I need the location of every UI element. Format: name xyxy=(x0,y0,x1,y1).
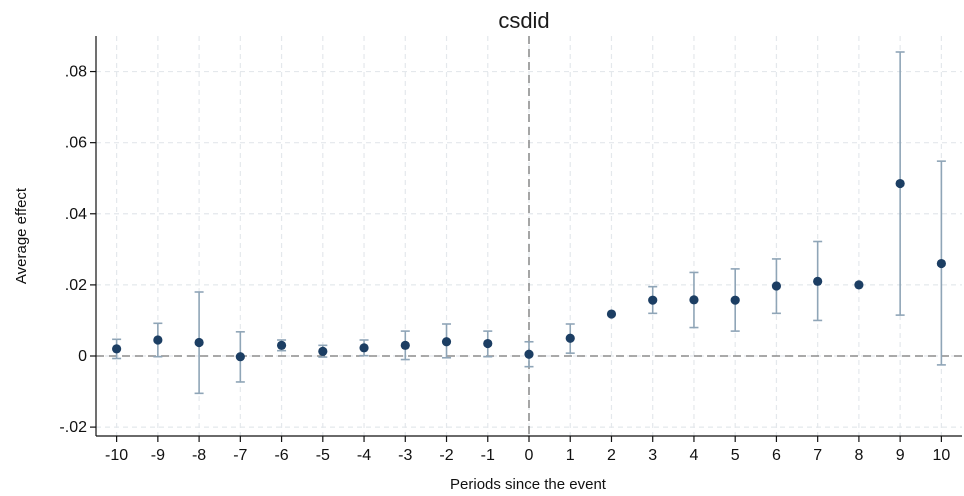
x-tick-label: -6 xyxy=(274,447,288,464)
data-point xyxy=(359,343,369,353)
x-tick-label: -9 xyxy=(151,447,165,464)
x-tick-label: -4 xyxy=(357,447,371,464)
x-tick-label: -10 xyxy=(105,447,128,464)
y-tick-label: -.02 xyxy=(59,419,87,436)
axes: -10 -9 -8 -7 -6 -5 -4 -3 -2 -1 0 1 2 3 4 5 6 7 8 9 10-.020.0… xyxy=(59,36,962,464)
chart-title: csdid xyxy=(498,8,549,33)
y-tick-label: .04 xyxy=(65,206,87,223)
x-tick-label: 2 xyxy=(607,447,616,464)
data-point xyxy=(235,352,245,362)
x-tick-label: 9 xyxy=(896,447,905,464)
x-tick-label: -7 xyxy=(233,447,247,464)
x-tick-label: -3 xyxy=(398,447,412,464)
x-tick-label: 0 xyxy=(525,447,534,464)
data-point xyxy=(854,280,864,290)
x-tick-label: 10 xyxy=(932,447,950,464)
reference-lines xyxy=(96,36,962,436)
x-tick-label: -8 xyxy=(192,447,206,464)
data-point xyxy=(565,333,575,343)
data-point xyxy=(524,349,534,359)
data-point xyxy=(895,178,905,189)
x-tick-label: 3 xyxy=(648,447,657,464)
x-tick-label: -5 xyxy=(316,447,330,464)
data-point xyxy=(648,295,658,305)
data-point xyxy=(730,295,740,305)
x-tick-label: 4 xyxy=(689,447,698,464)
x-tick-label: -2 xyxy=(439,447,453,464)
x-tick-label: 8 xyxy=(854,447,863,464)
y-tick-label: .02 xyxy=(65,277,87,294)
data-point xyxy=(483,338,493,349)
data-point xyxy=(771,281,782,291)
data-point xyxy=(400,340,410,350)
data-point xyxy=(276,340,287,350)
y-tick-label: .06 xyxy=(65,135,87,152)
y-axis-label: Average effect xyxy=(13,187,30,284)
data-point xyxy=(153,335,163,345)
data-point xyxy=(112,344,122,354)
series xyxy=(112,51,946,395)
x-tick-label: 1 xyxy=(566,447,575,464)
data-point xyxy=(441,337,452,347)
data-point xyxy=(606,309,617,319)
x-tick-label: 5 xyxy=(731,447,740,464)
data-point xyxy=(689,295,699,305)
y-tick-label: .08 xyxy=(65,64,87,81)
x-axis-label: Periods since the event xyxy=(450,476,607,493)
data-point xyxy=(194,337,204,348)
x-tick-label: 7 xyxy=(813,447,822,464)
x-tick-label: -1 xyxy=(481,447,495,464)
x-tick-label: 6 xyxy=(772,447,781,464)
data-point xyxy=(936,258,946,269)
data-point xyxy=(318,346,328,356)
y-tick-label: 0 xyxy=(78,348,87,365)
data-point xyxy=(813,276,823,286)
